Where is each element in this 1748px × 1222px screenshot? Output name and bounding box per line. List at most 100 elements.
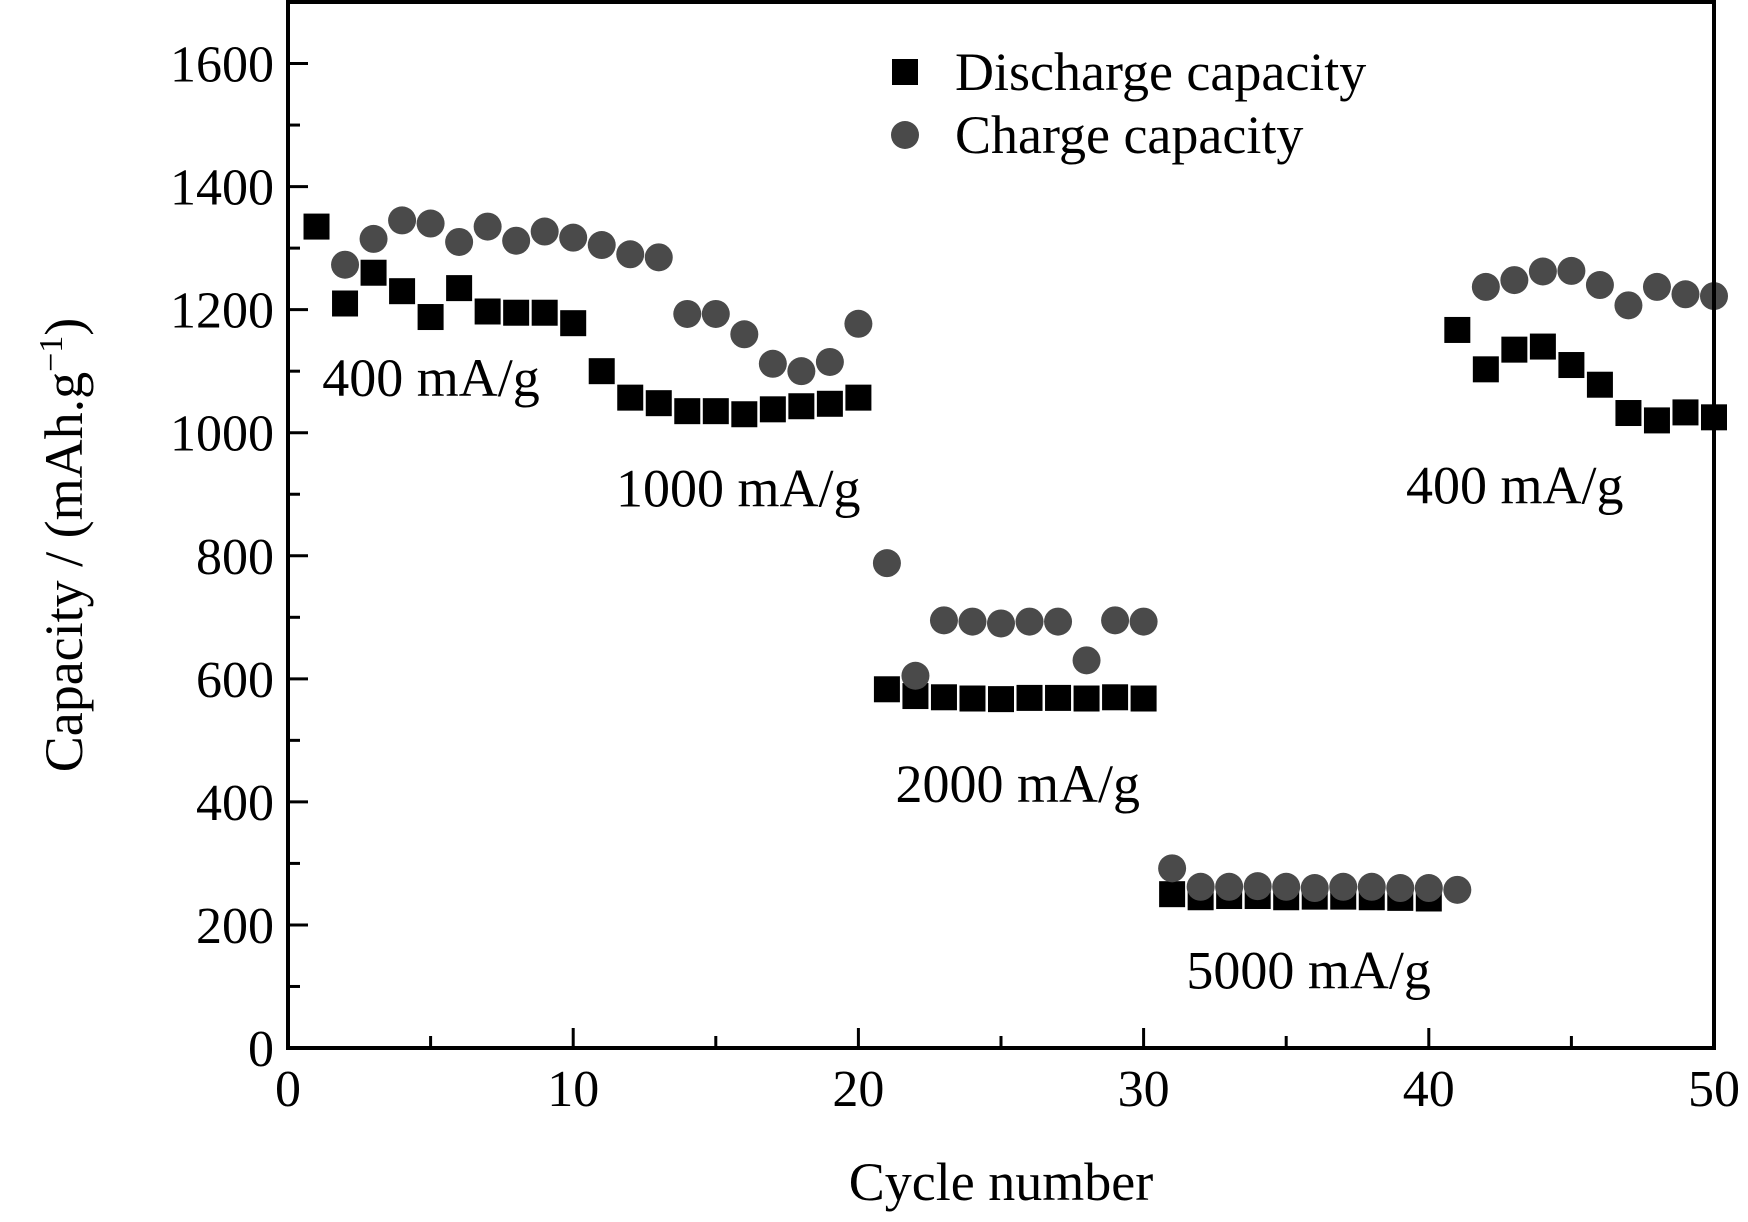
charge-point <box>1129 607 1158 636</box>
y-axis-title: Capacity / (mAh.g−1) <box>33 318 94 773</box>
charge-point <box>929 606 958 635</box>
discharge-point <box>816 390 843 417</box>
discharge-point <box>617 384 644 411</box>
discharge-point <box>788 393 815 420</box>
discharge-point <box>503 299 530 326</box>
discharge-point <box>389 278 416 305</box>
rate-label: 400 mA/g <box>1406 455 1624 515</box>
charge-point <box>1642 272 1671 301</box>
charge-point <box>1557 256 1586 285</box>
y-tick-label: 800 <box>196 529 274 586</box>
charge-point <box>1215 872 1244 901</box>
discharge-point <box>702 398 729 425</box>
discharge-point <box>1102 684 1129 711</box>
discharge-point <box>560 310 587 337</box>
discharge-point <box>645 390 672 417</box>
discharge-point <box>1016 684 1043 711</box>
charge-point <box>1671 280 1700 309</box>
charge-point <box>1614 291 1643 320</box>
legend-marker-discharge <box>892 59 918 85</box>
charge-point <box>730 320 759 349</box>
discharge-point <box>1472 356 1499 383</box>
discharge-point <box>332 290 359 317</box>
charge-point <box>701 299 730 328</box>
charge-point <box>445 227 474 256</box>
discharge-point <box>1130 685 1157 712</box>
charge-point <box>1015 607 1044 636</box>
legend-marker-charge <box>891 121 919 149</box>
rate-label: 5000 mA/g <box>1186 940 1431 1000</box>
discharge-point <box>731 401 758 428</box>
charge-point <box>958 607 987 636</box>
charge-point <box>1500 266 1529 295</box>
discharge-point <box>474 298 501 325</box>
charge-point <box>644 243 673 272</box>
discharge-point <box>1073 685 1100 712</box>
y-tick-label: 1400 <box>170 160 274 217</box>
charge-point <box>1158 854 1187 883</box>
y-tick-label: 1200 <box>170 283 274 340</box>
discharge-point <box>588 358 615 385</box>
charge-point <box>1272 872 1301 901</box>
charge-point <box>530 217 559 246</box>
y-axis-title-superscript: −1 <box>33 336 70 372</box>
charge-point <box>587 231 616 260</box>
charge-point <box>901 661 930 690</box>
discharge-point <box>1444 316 1471 343</box>
discharge-point <box>1501 336 1528 363</box>
discharge-point <box>1529 333 1556 360</box>
charge-point <box>1443 875 1472 904</box>
x-tick-label: 30 <box>1118 1061 1170 1118</box>
y-tick-label: 200 <box>196 898 274 955</box>
charge-point <box>473 212 502 241</box>
charge-point <box>1243 872 1272 901</box>
discharge-point <box>759 396 786 423</box>
charge-point <box>1329 872 1358 901</box>
discharge-point <box>446 275 473 302</box>
charge-point <box>987 609 1015 638</box>
legend: Discharge capacity Charge capacity <box>891 42 1366 165</box>
discharge-point <box>1159 881 1186 908</box>
discharge-point <box>360 259 387 286</box>
charge-point <box>787 357 816 386</box>
y-tick-label: 0 <box>248 1021 274 1078</box>
y-tick-label: 600 <box>196 652 274 709</box>
charge-point <box>1300 874 1329 903</box>
charge-point <box>1585 271 1614 300</box>
discharge-point <box>1045 684 1072 711</box>
y-tick-label: 400 <box>196 775 274 832</box>
x-tick-label: 40 <box>1403 1061 1455 1118</box>
discharge-point <box>303 213 330 240</box>
y-axis-title-main: Capacity / (mAh.g <box>34 372 94 772</box>
x-tick-label: 0 <box>275 1061 301 1118</box>
tick-labels: 0 10 20 30 40 50 0 200 400 600 800 1000 1200 1400 1600 <box>170 37 1740 1118</box>
x-tick-label: 10 <box>547 1061 599 1118</box>
discharge-point <box>873 676 900 703</box>
charge-point <box>388 206 417 235</box>
discharge-point <box>1615 400 1642 427</box>
x-tick-label: 50 <box>1688 1061 1740 1118</box>
plot-frame <box>286 0 1716 1050</box>
charge-point <box>673 299 702 328</box>
charge-point <box>331 250 360 279</box>
discharge-point <box>959 685 986 712</box>
discharge-point <box>531 299 558 326</box>
rate-label: 2000 mA/g <box>895 754 1140 814</box>
rate-annotations: 400 mA/g 1000 mA/g 2000 mA/g 5000 mA/g 400 m… <box>322 348 1623 1001</box>
charge-point <box>416 209 445 238</box>
charge-point <box>559 223 588 252</box>
charge-point <box>502 226 531 255</box>
charge-point <box>758 349 787 378</box>
discharge-point <box>674 398 701 425</box>
legend-label-charge: Charge capacity <box>955 105 1303 165</box>
discharge-point <box>1586 371 1613 398</box>
charge-point <box>616 240 645 269</box>
charge-point <box>1386 874 1415 903</box>
charge-point <box>1357 872 1386 901</box>
charge-point <box>1414 874 1443 903</box>
discharge-point <box>1643 407 1670 434</box>
legend-label-discharge: Discharge capacity <box>955 42 1366 102</box>
rate-label: 1000 mA/g <box>616 459 861 519</box>
discharge-point <box>417 304 444 331</box>
